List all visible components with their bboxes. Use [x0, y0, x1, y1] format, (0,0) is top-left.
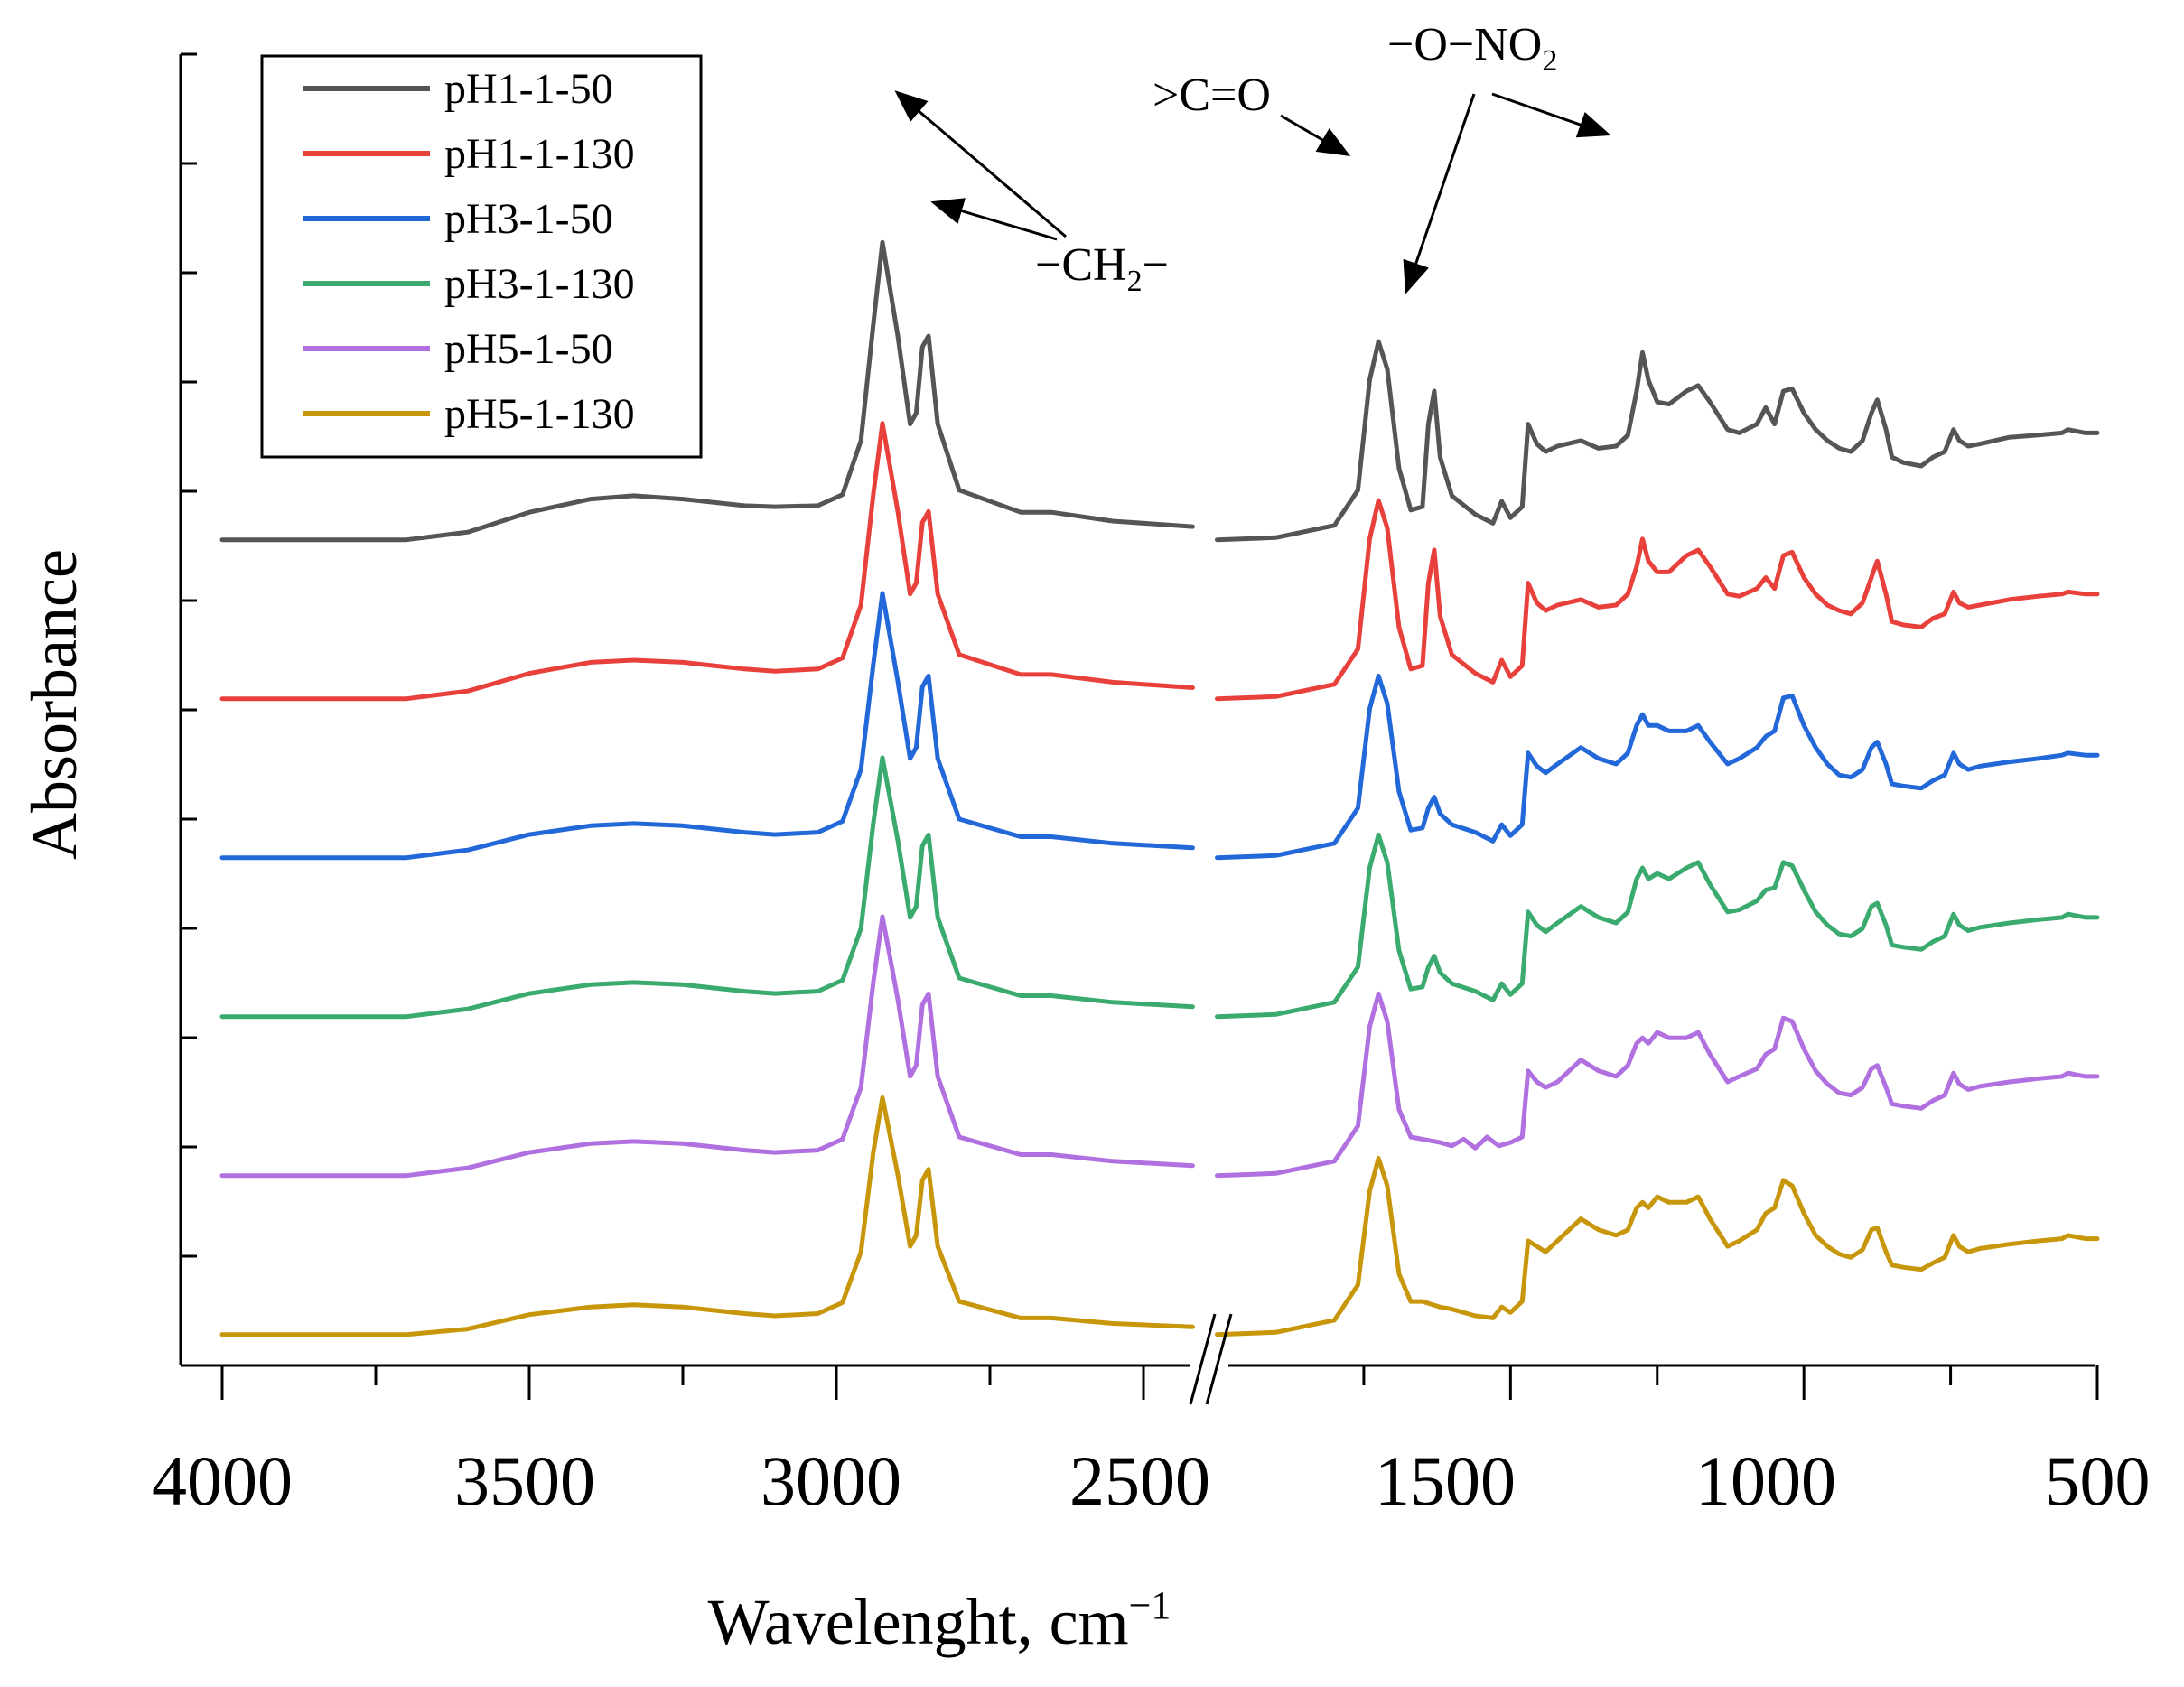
legend-label-pH5-1-50: pH5-1-50	[444, 325, 613, 373]
annotations: −CH2− >C=O −O−NO2	[894, 19, 1611, 298]
arrow-nitrate-1	[1403, 93, 1476, 294]
series-pH3-1-50-left	[219, 591, 1195, 861]
series-pH5-1-50-right	[1215, 991, 2100, 1179]
x-axis-title-text: Wavelenght, cm	[708, 1586, 1129, 1658]
annotation-ch2-text: −CH	[1035, 239, 1127, 291]
series-pH5-1-50-left	[219, 914, 1195, 1179]
legend-label-pH1-1-50: pH1-1-50	[444, 65, 613, 113]
legend-label-pH3-1-50: pH3-1-50	[444, 195, 613, 243]
arrow-nitrate-2	[1491, 92, 1611, 138]
x-ticks	[220, 1365, 2099, 1400]
series-pH1-1-50-right	[1215, 339, 2100, 543]
arrow-ch2-2	[930, 198, 1058, 241]
x-tick-label-2500: 2500	[1069, 1441, 1210, 1520]
x-tick-label-1500: 1500	[1375, 1441, 1516, 1520]
legend-label-pH1-1-130: pH1-1-130	[444, 130, 635, 178]
series-pH3-1-50-right	[1215, 673, 2100, 861]
y-ticks	[181, 52, 197, 1367]
series-pH5-1-130-left	[219, 1095, 1195, 1337]
series-pH1-1-130-right	[1215, 498, 2100, 702]
annotation-nitrate-subscript: 2	[1542, 44, 1557, 78]
annotation-carbonyl: >C=O	[1153, 70, 1271, 121]
legend: pH1-1-50 pH1-1-130 pH3-1-50 pH3-1-130 pH5-1-…	[260, 54, 703, 459]
annotation-nitrate-text: −O−NO	[1387, 19, 1542, 70]
series-layer	[219, 239, 2100, 1337]
series-pH3-1-130-right	[1215, 832, 2100, 1020]
axis-break-mark-1	[1189, 1313, 1217, 1405]
x-axis-title: Wavelenght, cm−1	[708, 1583, 1171, 1658]
annotation-ch2: −CH2−	[1035, 239, 1169, 298]
annotation-ch2-suffix: −	[1143, 239, 1169, 291]
annotation-nitrate: −O−NO2	[1387, 19, 1557, 78]
legend-label-pH3-1-130: pH3-1-130	[444, 260, 635, 308]
x-tick-label-4000: 4000	[152, 1441, 293, 1520]
series-pH5-1-130-right	[1215, 1156, 2100, 1337]
legend-label-pH5-1-130: pH5-1-130	[444, 390, 635, 438]
legend-box	[260, 54, 703, 459]
legend-items: pH1-1-50 pH1-1-130 pH3-1-50 pH3-1-130 pH5-1-…	[303, 65, 635, 438]
series-pH3-1-130-left	[219, 755, 1195, 1020]
annotation-ch2-subscript: 2	[1127, 265, 1143, 298]
x-tick-label-1000: 1000	[1695, 1441, 1836, 1520]
x-tick-label-3000: 3000	[761, 1441, 901, 1520]
arrow-ch2-1	[894, 90, 1067, 238]
x-axis-title-superscript: −1	[1129, 1583, 1171, 1627]
x-tick-label-500: 500	[2045, 1441, 2151, 1520]
y-axis-title: Absorbance	[18, 549, 90, 860]
arrow-carbonyl	[1280, 114, 1351, 157]
x-tick-label-3500: 3500	[454, 1441, 595, 1520]
axis-break-mark-2	[1205, 1313, 1233, 1405]
series-pH1-1-50-left	[219, 239, 1195, 543]
series-pH1-1-130-left	[219, 421, 1195, 702]
